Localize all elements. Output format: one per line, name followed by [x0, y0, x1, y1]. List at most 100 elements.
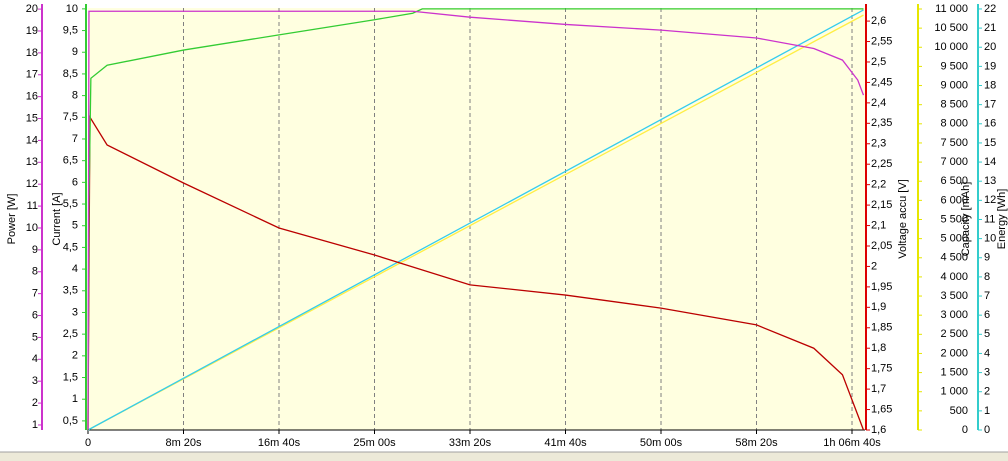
- y-tick-label: 1,5: [63, 371, 78, 383]
- y-tick-label: 3: [72, 306, 78, 318]
- x-tick-label: 0: [85, 437, 91, 449]
- y-tick-label: 5,5: [63, 198, 78, 210]
- y-tick-label: 0: [962, 424, 968, 436]
- y-tick-label: 1,9: [871, 301, 886, 313]
- y-tick-label: 7: [32, 288, 38, 300]
- series-line: [87, 9, 864, 431]
- y-tick-label: 13: [984, 175, 996, 187]
- y-tick-label: 14: [984, 156, 996, 168]
- y-tick-label: 1: [72, 393, 78, 405]
- y-tick-label: 2: [72, 350, 78, 362]
- y-tick-label: 9: [984, 252, 990, 264]
- y-tick-label: 1,75: [871, 363, 892, 375]
- y-tick-label: 1 500: [940, 366, 968, 378]
- y-tick-label: 15: [984, 137, 996, 149]
- y-tick-label: 8: [32, 266, 38, 278]
- y-tick-label: 8: [984, 271, 990, 283]
- y-tick-label: 6: [32, 309, 38, 321]
- x-tick-label: 8m 20s: [165, 437, 202, 449]
- axis-title: Voltage accu [V]: [897, 179, 909, 259]
- y-tick-label: 7 500: [940, 137, 968, 149]
- y-tick-label: 3: [984, 366, 990, 378]
- x-tick-label: 16m 40s: [258, 437, 301, 449]
- y-tick-label: 2: [984, 386, 990, 398]
- y-tick-label: 2,15: [871, 199, 892, 211]
- y-tick-label: 4 000: [940, 271, 968, 283]
- y-tick-label: 10 000: [934, 41, 968, 53]
- y-tick-label: 17: [984, 99, 996, 111]
- y-tick-label: 10: [26, 222, 38, 234]
- y-tick-label: 20: [26, 3, 38, 15]
- y-tick-label: 1,65: [871, 403, 892, 415]
- series-line: [87, 10, 865, 430]
- y-tick-label: 19: [984, 60, 996, 72]
- y-tick-label: 6: [72, 176, 78, 188]
- x-tick-label: 25m 00s: [353, 437, 396, 449]
- y-tick-label: 2,45: [871, 76, 892, 88]
- scrollbar: [0, 452, 1008, 461]
- y-tick-label: 3,5: [63, 285, 78, 297]
- y-tick-label: 12: [26, 178, 38, 190]
- axis-title: Current [A]: [51, 192, 63, 245]
- y-tick-label: 2 000: [940, 347, 968, 359]
- series-line: [87, 14, 864, 431]
- y-tick-label: 3: [32, 375, 38, 387]
- x-tick-label: 33m 20s: [449, 437, 492, 449]
- y-tick-label: 5: [72, 220, 78, 232]
- y-tick-label: 1,6: [871, 424, 886, 436]
- y-tick-label: 10 500: [934, 22, 968, 34]
- y-tick-label: 18: [26, 47, 38, 59]
- y-tick-label: 19: [26, 25, 38, 37]
- x-tick-label: 1h 06m 40s: [823, 437, 881, 449]
- y-tick-label: 6 000: [940, 194, 968, 206]
- y-tick-label: 2,35: [871, 117, 892, 129]
- y-tick-label: 3 500: [940, 290, 968, 302]
- y-tick-label: 5: [32, 331, 38, 343]
- y-tick-label: 2,4: [871, 97, 886, 109]
- y-tick-label: 2,55: [871, 35, 892, 47]
- axis-title: Energy [Wh]: [996, 189, 1008, 250]
- y-tick-label: 18: [984, 79, 996, 91]
- y-tick-label: 21: [984, 22, 996, 34]
- y-tick-label: 10: [984, 233, 996, 245]
- y-tick-label: 20: [984, 41, 996, 53]
- y-tick-label: 2,6: [871, 15, 886, 27]
- y-tick-label: 16: [984, 118, 996, 130]
- y-tick-label: 7: [72, 133, 78, 145]
- y-tick-label: 8 500: [940, 99, 968, 111]
- y-tick-label: 8,5: [63, 68, 78, 80]
- y-tick-label: 8: [72, 90, 78, 102]
- y-tick-label: 5: [984, 328, 990, 340]
- y-tick-label: 17: [26, 69, 38, 81]
- y-tick-label: 9 000: [940, 79, 968, 91]
- x-tick-label: 58m 20s: [735, 437, 778, 449]
- y-tick-label: 11: [984, 213, 995, 225]
- y-tick-label: 22: [984, 3, 996, 15]
- y-tick-label: 9: [32, 244, 38, 256]
- axis-title: Power [W]: [6, 194, 18, 245]
- series-line: [87, 8, 864, 430]
- y-tick-label: 2: [32, 397, 38, 409]
- y-tick-label: 2,3: [871, 138, 886, 150]
- y-tick-label: 4 500: [940, 252, 968, 264]
- y-tick-label: 2,05: [871, 240, 892, 252]
- y-tick-label: 1,8: [871, 342, 886, 354]
- y-tick-label: 0: [984, 424, 990, 436]
- y-tick-label: 11: [27, 200, 38, 212]
- y-tick-label: 500: [950, 405, 968, 417]
- y-tick-label: 4: [72, 263, 78, 275]
- y-tick-label: 1: [984, 405, 990, 417]
- y-tick-label: 2,5: [63, 328, 78, 340]
- y-tick-label: 9 500: [940, 60, 968, 72]
- axis-title: Capacity [mAh]: [960, 182, 972, 257]
- y-tick-label: 10: [66, 3, 78, 15]
- y-tick-label: 15: [26, 112, 38, 124]
- y-tick-label: 14: [26, 134, 38, 146]
- x-tick-label: 50m 00s: [640, 437, 683, 449]
- series-line: [87, 114, 865, 431]
- y-tick-label: 1,85: [871, 322, 892, 334]
- y-tick-label: 2 500: [940, 328, 968, 340]
- y-tick-label: 2,1: [871, 219, 886, 231]
- y-tick-label: 2: [871, 260, 877, 272]
- y-tick-label: 11 000: [935, 3, 968, 15]
